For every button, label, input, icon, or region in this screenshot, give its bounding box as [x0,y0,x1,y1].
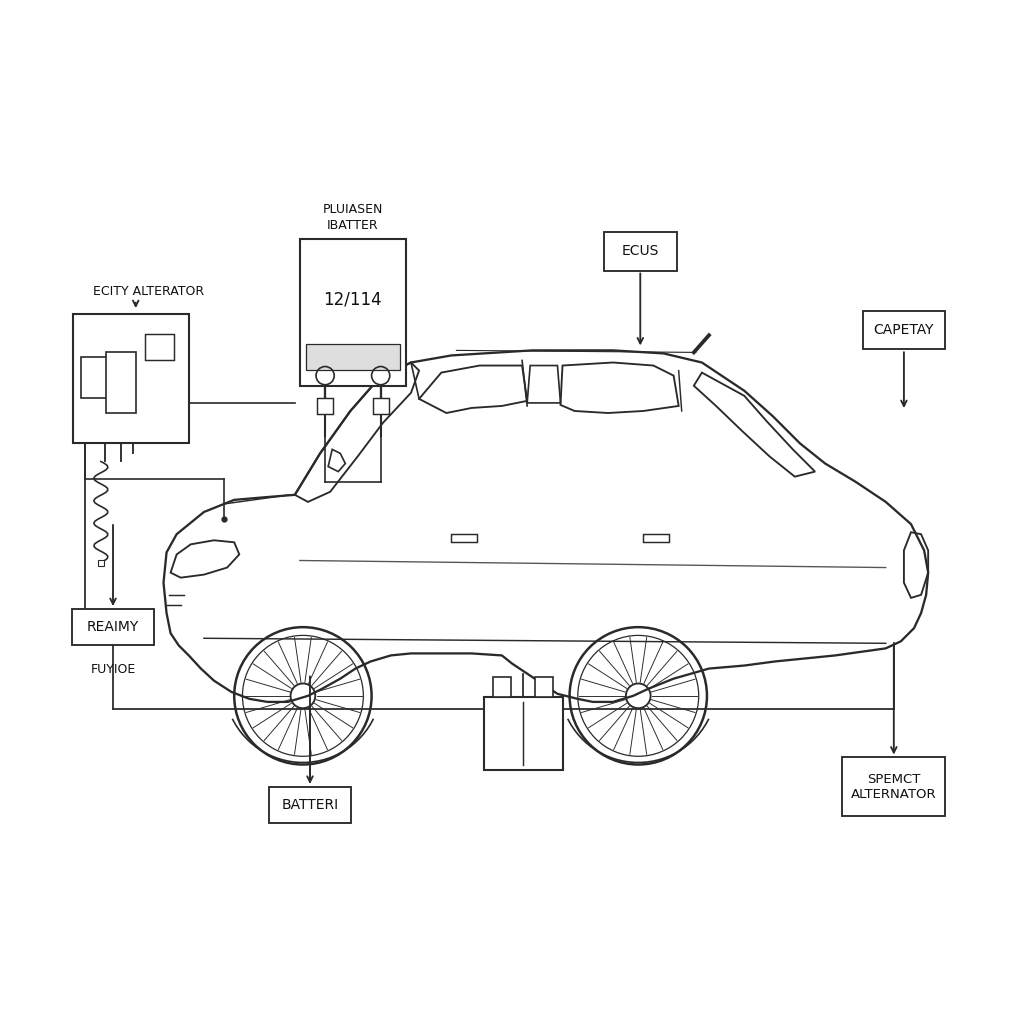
Text: CAPETAY: CAPETAY [873,324,934,337]
Bar [81,357,119,398]
Bar [317,398,333,414]
Text: FUYIOE: FUYIOE [90,664,135,676]
Bar [536,677,553,697]
Bar [306,344,400,370]
Bar [268,786,351,823]
Text: REAIMY: REAIMY [87,621,139,634]
Bar [300,240,406,386]
Bar [862,311,945,349]
Bar [373,398,389,414]
Bar [483,697,562,770]
Bar [73,314,188,443]
Text: BATTERI: BATTERI [282,798,339,812]
Bar [145,334,174,360]
Bar [843,758,945,816]
Bar [105,352,136,413]
Text: ECUS: ECUS [622,245,659,258]
Text: ECITY ALTERATOR: ECITY ALTERATOR [93,286,205,298]
Text: 12/114: 12/114 [324,291,382,309]
Bar [493,677,511,697]
Text: SPEMCT
ALTERNATOR: SPEMCT ALTERNATOR [851,773,937,801]
Text: PLUIASEN
IBATTER: PLUIASEN IBATTER [323,203,383,231]
Bar [72,609,155,645]
Bar [604,232,677,270]
